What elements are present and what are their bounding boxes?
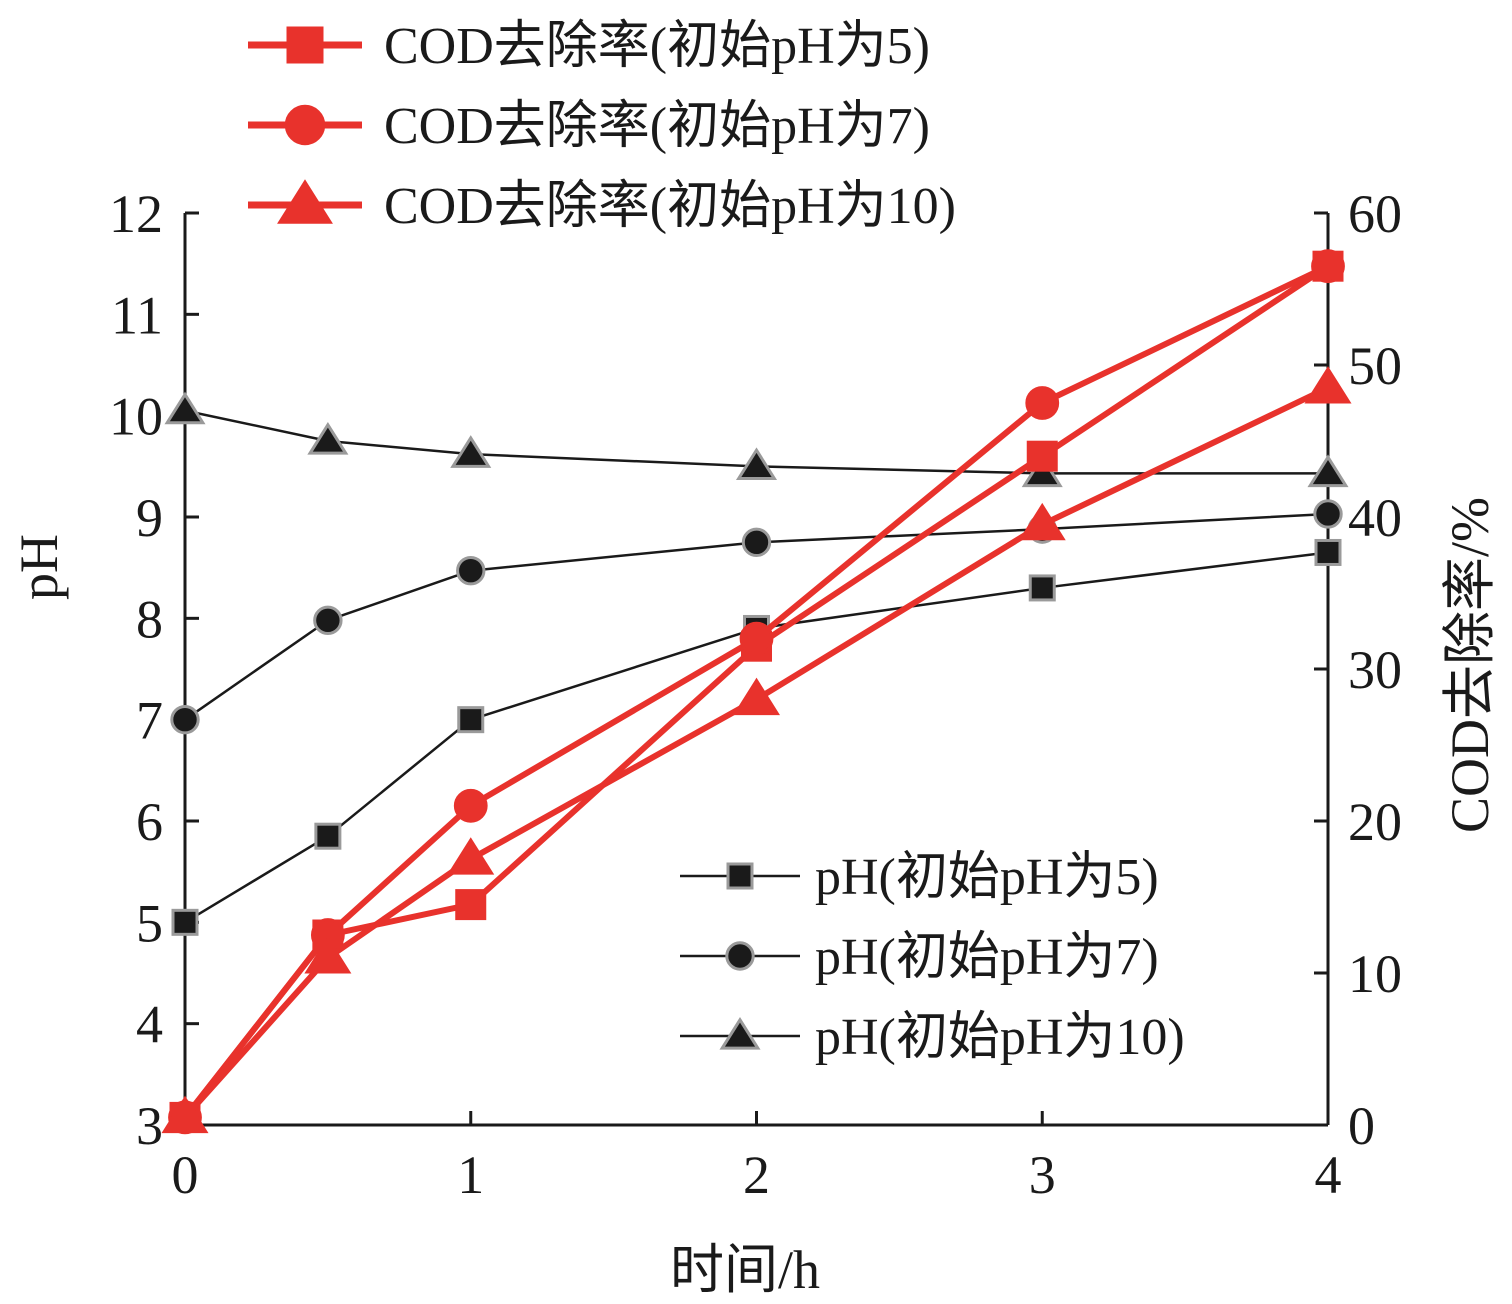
data-point [1025, 386, 1060, 420]
y-left-tick-label: 11 [111, 285, 163, 345]
data-point [304, 936, 352, 974]
y-left-tick-label: 12 [109, 184, 163, 244]
x-tick-label: 2 [743, 1145, 770, 1205]
x-tick-label: 0 [172, 1145, 199, 1205]
data-point [161, 1095, 209, 1134]
data-point [307, 421, 349, 455]
data-point [1018, 502, 1066, 541]
y-left-tick-label: 5 [136, 893, 163, 953]
legend-bottom-item: pH(初始pH为5) [680, 849, 1159, 906]
y-left-tick-label: 6 [136, 792, 163, 852]
legend-bottom-item: pH(初始pH为10) [680, 1009, 1185, 1066]
series-pH(初始pH为10) [164, 391, 1349, 488]
legend-swatch-marker [726, 862, 754, 890]
legend-swatch-marker [286, 26, 324, 64]
data-point [1304, 366, 1352, 404]
data-point [164, 391, 206, 425]
data-point [739, 621, 774, 656]
y-left-tick-label: 10 [109, 387, 163, 447]
y-right-tick-label: 50 [1348, 336, 1402, 396]
y-left-tick-label: 3 [136, 1096, 163, 1156]
data-point [314, 822, 342, 850]
legend-label: COD去除率(初始pH为7) [384, 98, 930, 155]
legend-top-item: COD去除率(初始pH为7) [248, 98, 930, 155]
legend-top-item: COD去除率(初始pH为10) [248, 178, 956, 235]
data-point [170, 704, 200, 735]
series-line [184, 551, 1329, 924]
legend-swatch-marker [284, 104, 326, 146]
legend-swatch-marker [725, 941, 755, 971]
data-point [171, 908, 199, 936]
series-line [182, 385, 1330, 1120]
y-right-tick-label: 30 [1348, 640, 1402, 700]
x-tick-label: 4 [1315, 1145, 1342, 1205]
y-right-tick-label: 40 [1348, 488, 1402, 548]
legend-label: pH(初始pH为10) [815, 1009, 1185, 1066]
y-right-tick-label: 60 [1348, 184, 1402, 244]
y-left-tick-label: 7 [136, 691, 163, 751]
legend-top-item: COD去除率(初始pH为5) [248, 18, 930, 75]
x-tick-label: 1 [457, 1145, 484, 1205]
data-point [447, 837, 495, 875]
legend-swatch-marker [277, 179, 333, 224]
y-left-tick-label: 9 [136, 488, 163, 548]
legend-label: COD去除率(初始pH为5) [384, 18, 930, 75]
y-left-axis-title: pH [9, 534, 69, 600]
series-pH(初始pH为5) [171, 538, 1342, 936]
data-point [1026, 440, 1058, 472]
series-line [184, 409, 1328, 475]
y-right-tick-label: 20 [1348, 792, 1402, 852]
data-point [1313, 499, 1343, 529]
data-point [741, 527, 772, 558]
legend-bottom: pH(初始pH为5) pH(初始pH为7) pH(初始pH为10) [680, 849, 1185, 1066]
x-axis-title: 时间/h [670, 1240, 820, 1299]
series-COD去除率(初始pH为10) [161, 366, 1352, 1134]
data-point [313, 605, 343, 636]
series-line [184, 512, 1329, 721]
data-point [456, 556, 486, 586]
data-point [1314, 538, 1342, 566]
data-point [732, 677, 781, 716]
series-line [182, 263, 1330, 1120]
y-left-tick-label: 4 [136, 995, 163, 1055]
legend-bottom-item: pH(初始pH为7) [680, 929, 1159, 986]
legend-label: COD去除率(初始pH为10) [384, 178, 956, 235]
legend-label: pH(初始pH为5) [815, 849, 1159, 906]
legend-label: pH(初始pH为7) [815, 929, 1159, 986]
data-point [450, 435, 492, 468]
data-point [735, 447, 778, 480]
data-point [1307, 454, 1349, 488]
x-tick-label: 3 [1029, 1145, 1056, 1205]
data-point [455, 889, 487, 921]
series-layer [161, 249, 1352, 1135]
legend-swatch-marker [719, 1016, 761, 1050]
y-right-tick-label: 10 [1348, 944, 1402, 1004]
y-left-tick-label: 8 [136, 589, 163, 649]
legend-top: COD去除率(初始pH为5) COD去除率(初始pH为7) COD去除率(初始pH为… [248, 18, 956, 235]
data-point [1028, 574, 1056, 602]
y-right-tick-label: 0 [1348, 1096, 1375, 1156]
data-point [1311, 249, 1345, 284]
data-point [457, 706, 485, 734]
data-point [453, 788, 488, 823]
y-right-axis-title: COD去除率/% [1440, 497, 1500, 833]
